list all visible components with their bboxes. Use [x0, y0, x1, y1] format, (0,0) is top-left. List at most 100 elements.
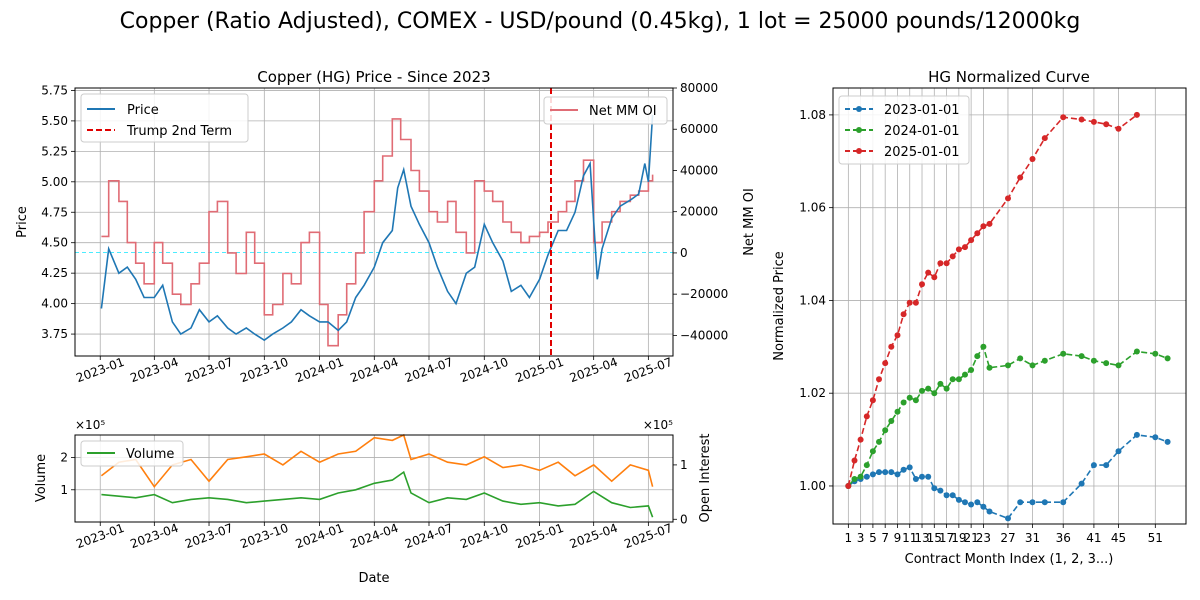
net-mm-oi-legend-box	[543, 96, 668, 125]
series-2023-01-01-point	[894, 471, 901, 478]
series-2024-01-01-point	[912, 397, 919, 404]
series-2024-01-01-point	[962, 371, 968, 378]
curve-x-axis-label: Contract Month Index (1, 2, 3...)	[905, 552, 1114, 567]
price-legend: Price Trump 2nd Term	[80, 93, 249, 143]
series-2023-01-01-point	[974, 499, 981, 506]
series-2024-01-01-point	[986, 364, 993, 371]
legend-2025-marker	[856, 148, 862, 154]
series-volume-line	[101, 470, 654, 518]
series-2023-01-01-point	[1029, 499, 1036, 506]
price-series-group	[100, 114, 654, 347]
legend-2024-label: 2024-01-01	[884, 124, 960, 139]
series-2024-01-01-point	[1164, 355, 1171, 362]
curve-legend-box	[838, 95, 970, 165]
price-legend-box	[80, 93, 249, 143]
series-2025-01-01-point	[906, 299, 913, 306]
series-2024-01-01-point	[925, 385, 932, 392]
series-2023-01-01-point	[931, 485, 938, 492]
series-2025-01-01-point	[1029, 156, 1036, 162]
series-2025-01-01-point	[1103, 121, 1110, 128]
series-2023-01-01-point	[937, 487, 944, 494]
series-2023-01-01-point	[882, 469, 889, 476]
series-2025-01-01-point	[1078, 116, 1085, 123]
net-mm-oi-axis-label: Net MM OI	[742, 188, 757, 256]
open-interest-y-tick-label: 1	[680, 458, 688, 472]
series-2024-01-01-point	[1078, 353, 1085, 360]
price-chart-title: Copper (HG) Price - Since 2023	[257, 68, 490, 86]
series-2024-01-01-point	[1152, 350, 1159, 357]
series-2025-01-01-point	[931, 274, 938, 281]
curve-x-tick-label: 9	[894, 531, 902, 545]
curve-x-tick-label: 17	[939, 531, 954, 545]
date-axis-label: Date	[358, 571, 389, 586]
series-2025-01-01-point	[1017, 174, 1024, 181]
series-price-line	[100, 114, 654, 342]
series-2023-01-01-point	[1103, 462, 1110, 469]
series-2024-01-01-point	[1005, 362, 1011, 369]
series-2024-01-01-point	[888, 418, 895, 424]
series-2024-01-01-point	[1029, 362, 1036, 369]
series-2023-01-01-point	[1060, 499, 1067, 506]
series-2025-01-01-point	[900, 311, 907, 318]
volume-multiplier: ×10⁵	[75, 418, 105, 432]
volume-y-tick-label: 1	[60, 483, 68, 497]
series-2024-01-01-point	[882, 427, 889, 434]
series-2023-01-01-point	[1078, 480, 1085, 487]
curve-y-tick-label: 1.00	[799, 479, 826, 493]
series-2025-01-01-point	[869, 397, 876, 404]
price-y-axis-label: Price	[15, 206, 30, 238]
series-2025-01-01-point	[1090, 118, 1097, 125]
series-2025-01-01-point	[955, 246, 962, 253]
legend-2023-marker	[856, 106, 862, 112]
series-2025-01-01-point	[949, 253, 956, 260]
series-net-mm-oi-line	[101, 118, 654, 347]
series-2024-01-01-point	[851, 476, 858, 482]
series-2023-01-01-point	[1164, 438, 1171, 445]
series-2024-01-01-point	[937, 380, 944, 387]
curve-y-axis-label: Normalized Price	[772, 251, 787, 361]
series-2025-01-01-point	[1133, 111, 1140, 118]
net-mm-oi-y-tick-label: 20000	[680, 205, 718, 219]
series-2023-01-01-point	[1005, 515, 1011, 522]
series-2024-01-01-point	[974, 353, 981, 360]
series-2025-01-01-point	[974, 230, 981, 237]
price-y-tick-label: 5.50	[41, 114, 68, 128]
net-mm-oi-y-tick-label: 60000	[680, 122, 718, 136]
curve-x-tick-label: 19	[951, 531, 966, 545]
volume-y-axis-label: Volume	[34, 454, 49, 502]
series-2023-01-01-point	[986, 508, 993, 515]
series-2023-01-01-point	[955, 496, 962, 503]
series-2024-01-01-point	[1115, 362, 1122, 369]
series-2024-01-01-point	[1133, 348, 1140, 355]
series-2025-01-01-point	[980, 223, 987, 230]
volume-chart: 2023-01 2023-04 2023-07 2023-10 2024-01 2024-…	[34, 418, 713, 586]
series-2025-01-01-line	[847, 114, 1138, 487]
curve-x-tick-label: 27	[1000, 531, 1015, 545]
price-y-tick-label: 4.50	[41, 236, 68, 250]
net-mm-oi-legend: Net MM OI	[543, 96, 668, 125]
series-2024-01-01-point	[968, 367, 975, 373]
series-2024-01-01-point	[900, 399, 907, 406]
series-2025-01-01-point	[888, 343, 895, 350]
series-2025-01-01-point	[943, 260, 950, 267]
curve-x-tick-label: 21	[963, 531, 978, 545]
curve-x-tick-label: 23	[976, 531, 991, 545]
series-2024-01-01-point	[857, 473, 864, 480]
series-2023-01-01-point	[1041, 499, 1048, 506]
series-2023-01-01-point	[980, 503, 987, 510]
series-2023-01-01-point	[906, 464, 913, 471]
series-2023-01-01-point	[912, 476, 919, 482]
net-mm-oi-y-tick-label: −40000	[680, 328, 728, 342]
curve-x-tick-label: 1	[845, 531, 853, 545]
price-y-tick-label: 5.00	[41, 175, 68, 189]
series-2023-01-01-point	[962, 499, 968, 506]
legend-2025-label: 2025-01-01	[884, 145, 960, 160]
series-2024-01-01-point	[919, 387, 925, 394]
series-2025-01-01-point	[851, 457, 858, 464]
series-2025-01-01-point	[1005, 195, 1011, 202]
legend-trump-label: Trump 2nd Term	[126, 124, 232, 139]
curve-legend: 2023-01-01 2024-01-01 2025-01-01	[838, 95, 970, 165]
net-mm-oi-y-tick-label: 0	[680, 246, 688, 260]
series-2023-01-01-point	[1115, 448, 1122, 455]
